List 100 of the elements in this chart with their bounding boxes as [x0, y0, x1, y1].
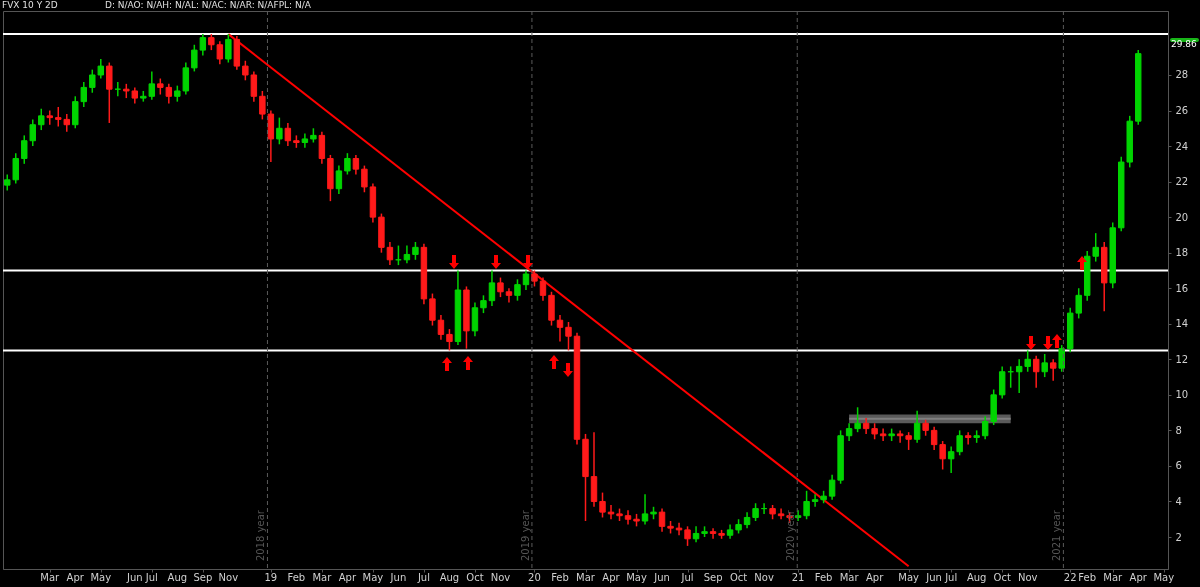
x-tick-label: 21 [791, 572, 805, 583]
candlestick [1058, 344, 1065, 373]
x-tick-label: Jul [416, 572, 430, 583]
candlestick [225, 33, 232, 64]
x-tick-label: Apr [865, 572, 885, 583]
x-tick-label: Jul [944, 572, 958, 583]
candlestick [1032, 355, 1040, 389]
candlestick [344, 152, 351, 176]
y-tick-label: 6 [1175, 460, 1182, 472]
x-tick-label: Feb [551, 572, 569, 583]
candlestick [429, 292, 436, 327]
candlestick [607, 504, 615, 520]
candlestick [684, 525, 691, 547]
x-tick-label: Apr [1129, 572, 1148, 583]
candlestick [913, 410, 921, 444]
y-tick-label: 8 [1175, 424, 1182, 436]
x-tick-label: Nov [1017, 572, 1038, 583]
candlestick [514, 278, 521, 302]
candlestick [106, 61, 113, 124]
x-tick-label: Oct [466, 572, 484, 583]
x-tick-label: Jun [925, 572, 942, 583]
candlestick [803, 490, 810, 520]
y-tick-label: 22 [1175, 176, 1189, 188]
x-tick-label: Jun [389, 572, 407, 583]
chart-subtitle: D: N/AO: N/AH: N/AL: N/AC: N/AR: N/AFPL: N/A [105, 0, 311, 11]
x-tick-label: May [362, 572, 384, 583]
candlestick [352, 154, 360, 176]
x-tick-label: Apr [338, 572, 357, 583]
y-tick-label: 12 [1175, 353, 1189, 365]
candlestick [828, 474, 836, 501]
candlestick [386, 241, 394, 266]
y-tick-label: 10 [1175, 389, 1189, 401]
x-tick-label: Nov [490, 572, 511, 583]
candlestick [437, 314, 445, 341]
candlestick [335, 164, 343, 195]
x-tick-label: Oct [993, 572, 1011, 583]
text: 29.86 [1171, 38, 1198, 49]
x-tick-label: 19 [264, 572, 278, 583]
x-tick-label: May [898, 572, 920, 583]
annotation: 2018 year [255, 509, 267, 561]
x-tick-label: May [90, 572, 112, 583]
annotation: 2020 year [785, 509, 797, 561]
x-tick-label: Aug [439, 572, 460, 583]
candlestick [811, 493, 819, 508]
x-tick-label: Nov [754, 572, 774, 583]
x-tick-label: Oct [729, 572, 748, 583]
x-tick-label: Sep [193, 572, 213, 583]
candlestick [46, 109, 53, 126]
y-tick-label: 16 [1175, 282, 1189, 294]
chart-title: FVX 10 Y 2D [2, 0, 58, 11]
candlestick [641, 493, 649, 526]
x-tick-label: May [626, 572, 647, 583]
candlestick [522, 269, 530, 291]
candlestick [539, 276, 547, 302]
y-tick-label: 20 [1175, 211, 1189, 223]
y-tick-label: 28 [1175, 69, 1189, 81]
x-tick-label: Mar [1103, 572, 1124, 583]
y-tick-label: 26 [1175, 105, 1189, 117]
candlestick [565, 321, 572, 352]
annotation: 2021 year [1051, 509, 1063, 561]
x-tick-label: Feb [814, 572, 833, 583]
candlestick [624, 509, 632, 526]
y-tick-label: 2 [1175, 531, 1182, 543]
x-tick-label: Sep [703, 572, 723, 583]
candlestick [361, 164, 368, 194]
y-tick-label: 4 [1175, 495, 1182, 507]
x-tick-label: Mar [839, 572, 860, 583]
candlestick [556, 314, 564, 343]
x-tick-label: Mar [576, 572, 596, 583]
candlestick [446, 328, 453, 352]
candlestick [599, 491, 606, 519]
annotation: 2019 year [519, 509, 531, 561]
x-tick-label: Jul [144, 572, 158, 583]
y-tick-label: 24 [1175, 140, 1189, 152]
candlestick [879, 427, 887, 442]
x-tick-label: Mar [40, 572, 61, 583]
x-tick-label: 20 [528, 572, 541, 583]
candlestick [854, 406, 861, 433]
x-tick-label: Jun [653, 572, 670, 583]
x-tick-label: Mar [312, 572, 333, 583]
candlestick [488, 269, 496, 307]
candlestick [1049, 358, 1057, 382]
candlestick [276, 116, 283, 146]
candlestick [1041, 353, 1048, 378]
x-tick-label: Apr [602, 572, 621, 583]
y-tick-label: 18 [1175, 247, 1189, 259]
x-tick-label: May [1153, 572, 1175, 583]
candlestick [998, 365, 1006, 400]
x-tick-label: Feb [1078, 572, 1097, 583]
x-tick-label: Feb [287, 572, 306, 583]
x-tick-label: Apr [66, 572, 85, 583]
x-tick-label: Aug [167, 572, 188, 583]
x-tick-label: 22 [1063, 572, 1077, 583]
x-tick-label: Nov [218, 572, 239, 583]
candlestick [471, 301, 479, 337]
candlestick [964, 431, 972, 446]
x-tick-label: Jun [125, 572, 143, 583]
x-tick-label: Aug [966, 572, 987, 583]
candlestick [38, 107, 45, 131]
candlestick [284, 122, 292, 147]
